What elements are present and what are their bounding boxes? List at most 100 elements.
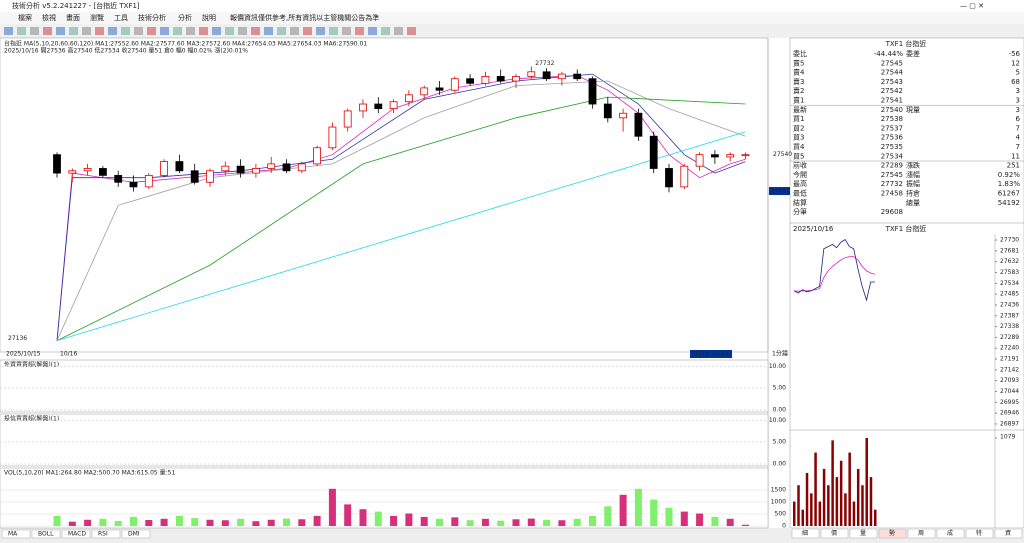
tab-label[interactable]: MACD — [68, 531, 86, 538]
tab[interactable] — [1, 529, 31, 539]
toolbar-button[interactable] — [303, 27, 312, 35]
candle-body — [634, 112, 643, 137]
toolbar-button[interactable] — [290, 27, 299, 35]
toolbar-button[interactable] — [277, 27, 286, 35]
row-value: 12 — [1011, 59, 1020, 67]
toolbar-button[interactable] — [121, 27, 130, 35]
toolbar-button[interactable] — [147, 27, 156, 35]
candle-body — [466, 78, 475, 84]
toolbar-button[interactable] — [355, 27, 364, 35]
toolbar-button[interactable] — [342, 27, 351, 35]
toolbar-button[interactable] — [17, 27, 26, 35]
tab[interactable] — [878, 528, 907, 539]
row-value: 7 — [1016, 124, 1020, 132]
status-bar — [0, 528, 1024, 543]
volume-bar — [191, 518, 199, 526]
mini-title: TXF1 台指近 — [885, 224, 927, 233]
toolbar-button[interactable] — [381, 27, 390, 35]
toolbar-button[interactable] — [407, 27, 416, 35]
tab-label[interactable]: BOLL — [38, 531, 54, 538]
tab-label[interactable]: RSI — [98, 531, 108, 538]
tab[interactable] — [61, 529, 91, 539]
toolbar-button[interactable] — [95, 27, 104, 35]
tab-label[interactable]: DMI — [128, 531, 140, 538]
tab-label[interactable]: 成 — [947, 529, 953, 537]
menu-item[interactable]: 畫面 — [66, 13, 80, 22]
menu-item[interactable]: 檢視 — [42, 13, 56, 22]
row-value: 27545 — [881, 171, 903, 179]
menu-item[interactable]: 技術分析 — [138, 13, 166, 22]
volume-bar — [99, 518, 107, 526]
tab[interactable] — [994, 528, 1023, 539]
volume-bar — [130, 516, 137, 526]
candle-body — [603, 103, 612, 119]
y-tick-label: 27338 — [1000, 323, 1019, 330]
toolbar-button[interactable] — [4, 27, 13, 35]
window-title: 技術分析 v5.2.241227 - [台指近 TXF1] — [12, 1, 140, 10]
toolbar-button[interactable] — [56, 27, 65, 35]
tab[interactable] — [791, 528, 820, 539]
tab-label[interactable]: 資 — [1005, 529, 1011, 537]
candle-body — [267, 163, 276, 169]
quote-frame — [789, 37, 1024, 529]
tab[interactable] — [820, 528, 849, 539]
toolbar-button[interactable] — [199, 27, 208, 35]
menu-item[interactable]: 檔案 — [18, 13, 32, 22]
tab[interactable] — [907, 528, 936, 539]
menu-item[interactable]: 工具 — [114, 14, 128, 22]
tab-label[interactable]: 勢 — [889, 529, 895, 537]
volume-bar — [344, 504, 352, 526]
row-value: 4 — [1016, 134, 1021, 142]
toolbar-button[interactable] — [329, 27, 338, 35]
volume-bar — [283, 518, 290, 526]
volume-bar — [604, 506, 612, 526]
tab[interactable] — [31, 529, 61, 539]
toolbar-button[interactable] — [316, 27, 325, 35]
tab-label[interactable]: MA — [8, 531, 18, 538]
toolbar-button[interactable] — [225, 27, 234, 35]
row-value: 27534 — [881, 152, 904, 160]
tab-label[interactable]: 特 — [976, 529, 982, 537]
toolbar-button[interactable] — [108, 27, 117, 35]
toolbar-button[interactable] — [43, 27, 52, 35]
menu-item[interactable]: 說明 — [202, 13, 216, 22]
row-value: 27541 — [881, 97, 903, 105]
tab[interactable] — [121, 529, 151, 539]
toolbar-button[interactable] — [186, 27, 195, 35]
row-value: 3 — [1016, 97, 1020, 105]
tab[interactable] — [91, 529, 121, 539]
toolbar-button[interactable] — [82, 27, 91, 35]
volume-bar — [665, 507, 673, 526]
toolbar-button[interactable] — [30, 27, 39, 35]
volume-bar — [797, 485, 800, 526]
candle-body — [558, 73, 566, 80]
toolbar-button[interactable] — [69, 27, 78, 35]
row-label: 買1 — [793, 115, 804, 123]
window-controls[interactable]: — ▢ ✕ — [960, 2, 984, 10]
toolbar-button[interactable] — [173, 27, 182, 35]
toolbar-button[interactable] — [394, 27, 403, 35]
tab-label[interactable]: 細 — [802, 529, 808, 537]
tab[interactable] — [965, 528, 994, 539]
candle-body — [374, 103, 383, 110]
toolbar-button[interactable] — [238, 27, 247, 35]
toolbar-button[interactable] — [264, 27, 273, 35]
toolbar-button[interactable] — [160, 27, 169, 35]
toolbar-button[interactable] — [368, 27, 377, 35]
toolbar-button[interactable] — [251, 27, 260, 35]
toolbar-button[interactable] — [212, 27, 221, 35]
candle-body — [527, 71, 536, 77]
menu-item[interactable]: 分析 — [178, 13, 192, 22]
tab-label[interactable]: 價 — [831, 529, 837, 537]
toolbar-button[interactable] — [134, 27, 143, 35]
menu-item[interactable]: 瀏覽 — [90, 13, 104, 22]
tab[interactable] — [936, 528, 965, 539]
title-bar — [0, 0, 1024, 12]
y-tick-label: 26995 — [1000, 399, 1019, 406]
tab-label[interactable]: 量 — [860, 530, 866, 537]
candle-body — [297, 163, 306, 172]
tab[interactable] — [849, 528, 878, 539]
tab-label[interactable]: 周 — [918, 530, 924, 537]
y-tick-label: 500 — [775, 511, 787, 518]
